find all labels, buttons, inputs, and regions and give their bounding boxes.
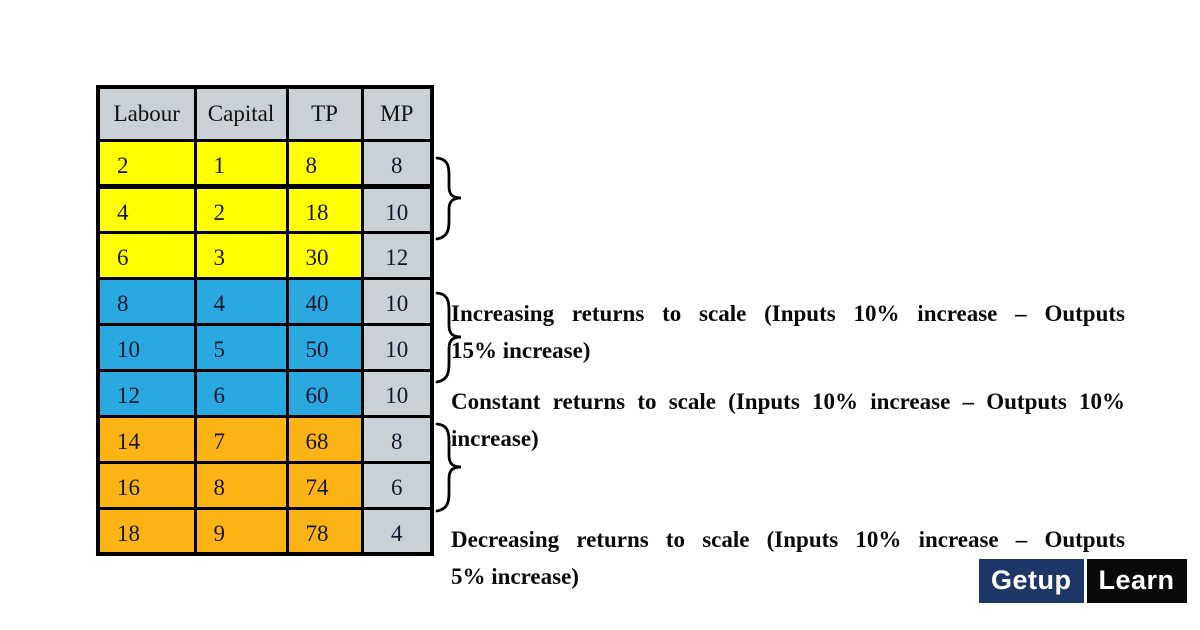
header-tp: TP <box>285 85 364 142</box>
header-labour: Labour <box>96 85 197 142</box>
cell-labour: 16 <box>96 460 197 510</box>
cell-mp: 6 <box>360 460 434 510</box>
brace-rows-4-5 <box>435 291 462 384</box>
annotation-line: Constant returns to scale (Inputs 10% in… <box>451 389 1125 414</box>
cell-capital: 4 <box>193 276 289 326</box>
cell-tp: 30 <box>285 230 364 280</box>
cell-tp: 40 <box>285 276 364 326</box>
table-row: 18 9 78 4 <box>96 506 434 556</box>
cell-labour: 18 <box>96 506 197 556</box>
cell-labour: 2 <box>96 138 197 188</box>
cell-mp: 8 <box>360 138 434 188</box>
table-row: 12 6 60 10 <box>96 368 434 418</box>
cell-capital: 8 <box>193 460 289 510</box>
table-row: 8 4 40 10 <box>96 276 434 326</box>
cell-labour: 4 <box>96 183 197 234</box>
table-row: 16 8 74 6 <box>96 460 434 510</box>
cell-mp: 4 <box>360 506 434 556</box>
table-row: 6 3 30 12 <box>96 230 434 280</box>
table-row: 2 1 8 8 <box>96 138 434 188</box>
annotation-increasing-returns: Increasing returns to scale (Inputs 10% … <box>451 295 1125 369</box>
cell-labour: 12 <box>96 368 197 418</box>
cell-capital: 2 <box>193 183 289 234</box>
cell-capital: 6 <box>193 368 289 418</box>
table-header-row: Labour Capital TP MP <box>96 85 434 142</box>
cell-capital: 7 <box>193 414 289 464</box>
cell-tp: 78 <box>285 506 364 556</box>
cell-mp: 10 <box>360 322 434 372</box>
annotation-line: Increasing returns to scale (Inputs 10% … <box>451 301 1125 326</box>
annotation-constant-returns: Constant returns to scale (Inputs 10% in… <box>451 383 1125 457</box>
annotation-line: increase) <box>451 426 539 451</box>
cell-capital: 1 <box>193 138 289 188</box>
cell-labour: 8 <box>96 276 197 326</box>
cell-capital: 3 <box>193 230 289 280</box>
cell-tp: 60 <box>285 368 364 418</box>
annotation-line: Decreasing returns to scale (Inputs 10% … <box>451 527 1125 552</box>
cell-tp: 18 <box>285 183 364 234</box>
table-row: 14 7 68 8 <box>96 414 434 464</box>
cell-mp: 10 <box>360 368 434 418</box>
cell-tp: 50 <box>285 322 364 372</box>
cell-mp: 10 <box>360 276 434 326</box>
table-row: 4 2 18 10 <box>96 183 434 234</box>
annotation-line: 5% increase) <box>451 564 579 589</box>
annotation-decreasing-returns: Decreasing returns to scale (Inputs 10% … <box>451 521 1125 595</box>
cell-mp: 10 <box>360 183 434 234</box>
cell-labour: 14 <box>96 414 197 464</box>
production-table: Labour Capital TP MP 2 1 8 8 4 2 18 10 6… <box>96 85 434 556</box>
logo-getup-text: Getup <box>979 559 1084 603</box>
brace-rows-1-2 <box>435 156 462 241</box>
header-capital: Capital <box>193 85 289 142</box>
cell-capital: 5 <box>193 322 289 372</box>
cell-mp: 12 <box>360 230 434 280</box>
header-mp: MP <box>360 85 434 142</box>
getuplearn-logo: Getup Learn <box>979 559 1187 603</box>
table-row: 10 5 50 10 <box>96 322 434 372</box>
cell-capital: 9 <box>193 506 289 556</box>
brace-rows-7-8 <box>435 422 462 513</box>
logo-learn-text: Learn <box>1086 559 1187 603</box>
cell-tp: 8 <box>285 138 364 188</box>
cell-mp: 8 <box>360 414 434 464</box>
annotation-line: 15% increase) <box>451 338 591 363</box>
cell-tp: 74 <box>285 460 364 510</box>
cell-tp: 68 <box>285 414 364 464</box>
cell-labour: 10 <box>96 322 197 372</box>
cell-labour: 6 <box>96 230 197 280</box>
